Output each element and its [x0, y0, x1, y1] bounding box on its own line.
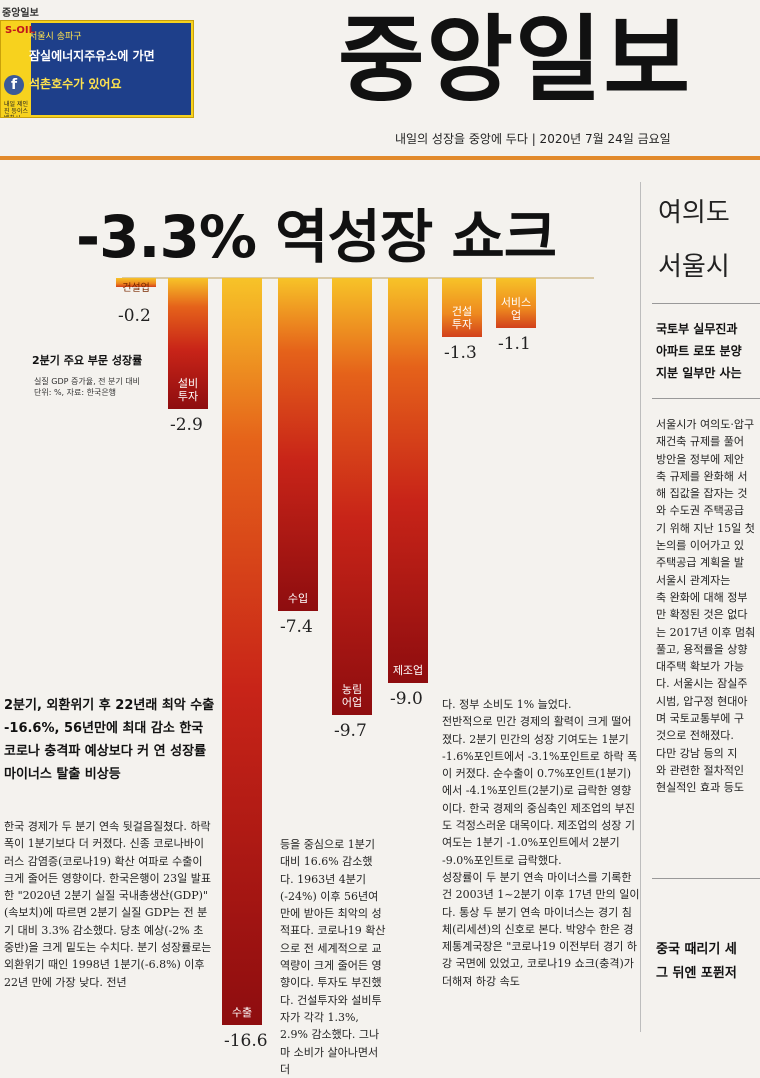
ad-logo: S-OIL: [5, 25, 35, 36]
chart-bar-label: 건설업: [122, 283, 150, 294]
ad-panel: [31, 23, 191, 115]
article-column-3: 다. 정부 소비도 1% 늘었다. 전반적으로 민간 경제의 활력이 크게 떨어…: [442, 696, 640, 990]
article-column-1: 한국 경제가 두 분기 연속 뒷걸음질쳤다. 하락 폭이 1분기보다 더 커졌다…: [4, 818, 212, 991]
chart-bar: [278, 278, 318, 611]
column-separator: [640, 182, 641, 1032]
article-paragraph: 등을 중심으로 1분기 대비 16.6% 감소했다. 1963년 4분기(-24…: [280, 838, 386, 1076]
side-article-line: 다만 강남 등의 지: [656, 746, 738, 760]
chart-value-label: -1.1: [498, 333, 531, 354]
facebook-icon: f: [4, 75, 24, 95]
side-article-line: 재건축 규제를 풀어: [656, 435, 744, 449]
article-paragraph: 성장률이 두 분기 연속 마이너스를 기록한 건 2003년 1~2분기 이후 …: [442, 870, 640, 988]
chart-bar-label: 수출: [231, 1006, 253, 1019]
chart-value-label: -16.6: [224, 1031, 268, 1051]
side-article-line: 해 집값을 잡자는 것: [656, 487, 748, 501]
chart-bar: [442, 278, 482, 337]
chart-value-label: -9.7: [334, 720, 367, 741]
ad-line-1: 서울시 송파구: [29, 32, 82, 42]
chart-subtitle-line-2: 단위: %, 자료: 한국은행: [34, 388, 117, 397]
masthead-rule: [0, 156, 760, 160]
chart-value-label: -7.4: [280, 617, 313, 637]
masthead-mini-logo: 중앙일보: [2, 8, 39, 19]
side-subhead-1: 국토부 실무진과: [656, 322, 738, 336]
chart-bar: [388, 278, 428, 683]
ad-fine-print: 내일 제인진 등이스배하시: [4, 101, 28, 117]
side-rule: [652, 398, 760, 399]
side-article-line: 서울시 관계자는: [656, 573, 731, 587]
chart-title: 2분기 주요 부문 성장률: [32, 354, 143, 367]
chart-value-label: -9.0: [390, 689, 423, 709]
advertisement-banner: S-OIL 서울시 송파구 잠실에너지주유소에 가면 석촌호수가 있어요 f 내…: [0, 20, 194, 118]
chart-bar-label: 수입: [287, 592, 309, 605]
chart-subtitle: 실질 GDP 증가율, 전 분기 대비 단위: %, 자료: 한국은행: [34, 376, 164, 398]
chart-bar-label: 제조업: [392, 664, 424, 677]
side-article-line: 것으로 전해졌다.: [656, 729, 734, 743]
chart-bar: [116, 278, 156, 287]
main-headline: -3.3% 역성장 쇼크: [76, 203, 557, 271]
chart-bar-label: 설비 투자: [177, 376, 199, 403]
side-article-line: 주택공급 계획을 발: [656, 556, 744, 570]
chart-bar: [168, 278, 208, 409]
chart-bar-label: 서비스 업: [500, 295, 532, 322]
chart-bar: [332, 278, 372, 715]
chart-value-label: -1.3: [444, 342, 477, 363]
side-article-line: 시범, 압구정 현대아: [656, 694, 748, 708]
side-rule: [652, 878, 760, 879]
side-article-line: 현실적인 효과 등도: [656, 781, 744, 795]
side-subhead-2: 아파트 로또 분양: [656, 344, 742, 358]
side-article-line: 와 관련한 절차적인: [656, 763, 744, 777]
side-article-line: 축 규제를 완화해 서: [656, 469, 748, 483]
chart-bar-label: 건설 투자: [451, 304, 473, 331]
chart-value-label: -2.9: [170, 414, 203, 435]
side-article-line: 와 수도권 주택공급: [656, 504, 744, 518]
side-article-line: 논의를 이어가고 있: [656, 539, 744, 553]
newspaper-title: 중앙일보: [338, 6, 692, 115]
side-article-line: 방안을 정부에 제안: [656, 452, 744, 466]
chart-bar-label: 농림 어업: [341, 682, 363, 709]
side-article-line: 만 확정된 것은 없다: [656, 608, 748, 622]
side-article-line: 며 국토교통부에 구: [656, 712, 744, 726]
side-article-line: 축 완화에 대해 정부: [656, 590, 748, 604]
side-rule: [652, 303, 760, 304]
article-paragraph: 다. 정부 소비도 1% 늘었다.: [442, 698, 572, 711]
side-article-line: 대주택 확보가 가능: [656, 660, 744, 674]
chart-subtitle-line-1: 실질 GDP 증가율, 전 분기 대비: [34, 377, 141, 386]
ad-line-3: 석촌호수가 있어요: [29, 77, 122, 91]
side-headline-line-2: 서울시: [658, 252, 730, 282]
side-bottom-headline-1: 중국 때리기 세: [656, 942, 737, 957]
side-article-line: 는 2017년 이후 멈춰: [656, 625, 756, 639]
side-bottom-headline-2: 그 뒤엔 포퓐저: [656, 966, 737, 981]
article-lead: 2분기, 외환위기 후 22년래 최악 수출 -16.6%, 56년만에 최대 …: [4, 698, 215, 782]
side-article-line: 서울시가 여의도·압구: [656, 418, 755, 431]
article-paragraph: 전반적으로 민간 경제의 활력이 크게 떨어졌다. 2분기 민간의 성장 기여도…: [442, 715, 638, 867]
masthead-tagline-date: 내일의 성장을 중앙에 두다 | 2020년 7월 24일 금요일: [395, 132, 671, 146]
ad-line-2: 잠실에너지주유소에 가면: [29, 49, 155, 63]
chart-bar: [496, 278, 536, 328]
chart-bar: [222, 278, 262, 1025]
article-paragraph: 한국 경제가 두 분기 연속 뒷걸음질쳤다. 하락 폭이 1분기보다 더 커졌다…: [4, 820, 212, 989]
article-column-2: 등을 중심으로 1분기 대비 16.6% 감소했다. 1963년 4분기(-24…: [280, 836, 386, 1078]
chart-value-label: -0.2: [118, 306, 151, 326]
side-article-line: 기 위해 지난 15일 첫: [656, 521, 755, 535]
side-article-line: 풀고, 용적률을 상향: [656, 642, 748, 656]
side-headline-line-1: 여의도: [658, 198, 730, 228]
side-article-line: 다. 서울시는 잠실주: [656, 677, 748, 691]
side-subhead-3: 지분 일부만 사는: [656, 366, 742, 380]
